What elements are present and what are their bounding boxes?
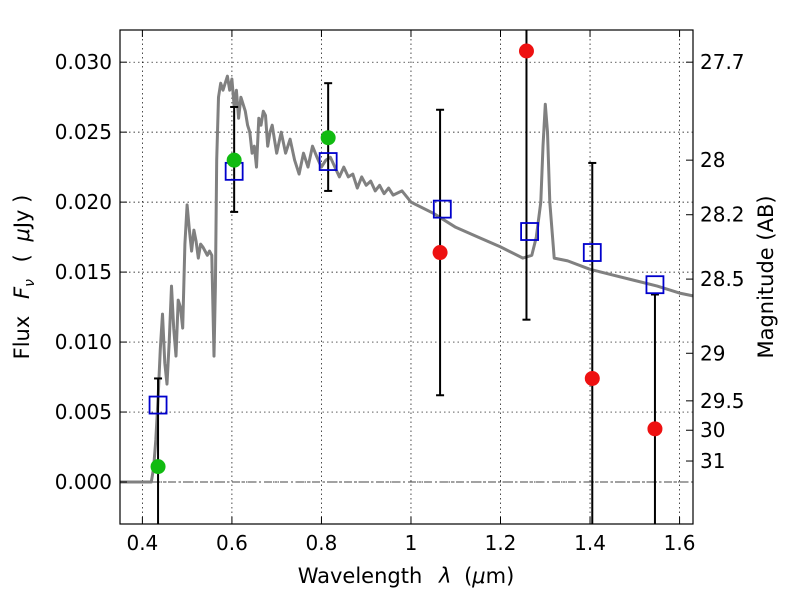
x-tick-label-0: 0.4	[126, 531, 158, 555]
nondetection-point-3	[647, 421, 663, 437]
y-tick-label-0: 0.000	[55, 470, 112, 494]
right-tick-label-3: 28.5	[700, 267, 745, 291]
x-axis-label-unit-mu: μ	[471, 564, 485, 588]
x-axis-label-unit-rest: m)	[486, 564, 515, 588]
right-tick-label-1: 28	[700, 148, 725, 172]
y-axis-label: Flux Fν ( μJy )	[10, 195, 39, 360]
y-tick-label-6: 0.030	[55, 50, 112, 74]
photometry-markers	[150, 43, 663, 475]
x-axis-label-symbol: λ	[438, 564, 451, 588]
nondetection-point-1	[518, 43, 534, 59]
plot-frame	[119, 29, 694, 525]
y-axis-label-unit-mu: μ	[10, 228, 34, 242]
model-sed-line	[120, 74, 694, 484]
model-square-2	[318, 152, 338, 171]
y-axis-label-symbol: F	[10, 286, 34, 299]
y-tick-label-4: 0.020	[55, 190, 112, 214]
model-square-0	[148, 395, 168, 415]
x-tick-label-3: 1	[405, 531, 418, 555]
detection-point-0	[150, 459, 166, 475]
model-square-3	[432, 199, 452, 219]
right-tick-label-4: 29	[700, 341, 725, 365]
y-axis-ticks: 0.000 0.005 0.010 0.015 0.020 0.025 0.030	[55, 50, 127, 494]
detection-point-2	[320, 130, 336, 146]
model-square-5	[582, 243, 602, 262]
y-axis-label-symbol-sub: ν	[22, 279, 38, 287]
y-tick-label-5: 0.025	[55, 120, 112, 144]
detection-point-1	[226, 152, 242, 168]
y-axis-label-text: Flux	[10, 316, 34, 360]
nondetection-point-2	[584, 370, 600, 386]
x-axis-ticks: 0.4 0.6 0.8 1 1.2 1.4 1.6	[126, 30, 695, 555]
right-tick-label-5: 29.5	[700, 389, 745, 413]
y-axis-label-unit-open: (	[10, 254, 34, 262]
y-tick-label-3: 0.015	[55, 260, 112, 284]
x-tick-label-5: 1.4	[574, 531, 606, 555]
right-tick-label-2: 28.2	[700, 203, 745, 227]
model-photometry-markers	[148, 152, 665, 415]
right-tick-label-6: 30	[700, 418, 725, 442]
model-square-4	[520, 222, 540, 241]
x-tick-label-4: 1.2	[485, 531, 517, 555]
right-tick-label-0: 27.7	[700, 50, 745, 74]
right-tick-label-7: 31	[700, 449, 725, 473]
right-axis-label: Magnitude (AB)	[754, 195, 778, 358]
nondetection-point-0	[432, 245, 448, 261]
model-sed-group	[120, 74, 694, 484]
plot-background	[120, 30, 693, 524]
x-axis-label-unit-open: (	[464, 564, 472, 588]
x-tick-label-2: 0.8	[306, 531, 338, 555]
x-axis-label-text: Wavelength	[298, 564, 423, 588]
model-square-6	[645, 275, 665, 295]
y-tick-label-2: 0.010	[55, 330, 112, 354]
y-tick-label-1: 0.005	[55, 400, 112, 424]
y-axis-label-unit-rest: Jy )	[10, 195, 34, 231]
x-tick-label-1: 0.6	[216, 531, 248, 555]
right-axis-ticks: 27.7 28 28.2 28.5 29 29.5 30 31	[686, 50, 745, 473]
x-axis-label: Wavelength λ (μm)	[298, 564, 515, 588]
x-tick-label-6: 1.6	[664, 531, 696, 555]
